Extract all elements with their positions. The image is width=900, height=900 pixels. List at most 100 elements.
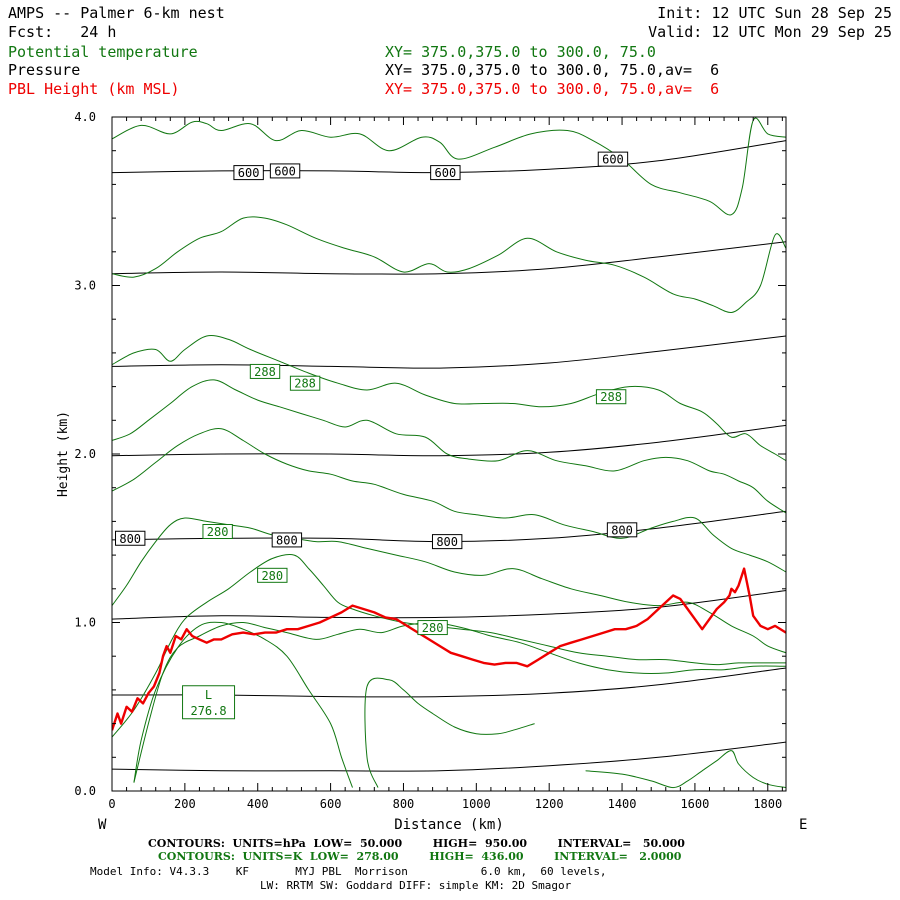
model-info: Model Info: V4.3.3 KF MYJ PBL Morrison 6… (90, 865, 607, 878)
isobar-label-box (233, 165, 264, 181)
y-tick-label: 4.0 (74, 110, 96, 124)
isobar-line-5 (112, 335, 786, 369)
model-title: AMPS -- Palmer 6-km nest (8, 4, 225, 22)
pressure-isobars (112, 140, 786, 772)
theta-contour-info: CONTOURS: UNITS=K LOW= 278.00 HIGH= 436.… (158, 850, 682, 863)
isobar-label-text: 600 (238, 166, 260, 180)
pbl-height-series (112, 567, 786, 731)
model-info-physics: LW: RRTM SW: Goddard DIFF: simple KM: 2D… (260, 879, 572, 892)
x-tick-label: 1600 (680, 797, 709, 811)
theta-low-label: L 276.8 (182, 685, 236, 720)
isobar-label-box (269, 163, 301, 179)
isotherm-label-text: 280 (207, 525, 229, 539)
isobar-label-text: 600 (274, 164, 296, 178)
isobar-label-text: 800 (276, 533, 298, 547)
x-tick-label: 1000 (462, 797, 491, 811)
isobar-label-text: 600 (435, 166, 457, 180)
isotherm-line-6 (112, 554, 786, 738)
isotherm-label-text: 288 (600, 390, 622, 404)
isobar-label-6: 800 (431, 534, 463, 550)
field-name-pbl: PBL Height (km MSL) (8, 80, 180, 98)
isotherm-label-1: 288 (289, 375, 321, 391)
x-tick-label: 400 (247, 797, 269, 811)
isotherm-label-box (257, 567, 288, 583)
field-xy-theta: XY= 375.0,375.0 to 300.0, 75.0 (385, 43, 656, 61)
isotherm-line-3 (112, 379, 786, 514)
y-tick-label: 3.0 (74, 279, 96, 293)
isobar-label-4: 800 (115, 530, 146, 546)
valid-time: Valid: 12 UTC Mon 29 Sep 25 (648, 23, 892, 41)
isobar-label-2: 600 (430, 165, 461, 181)
isobar-label-3: 600 (597, 151, 629, 167)
x-axis-label: Distance (km) (394, 817, 504, 833)
y-axis-label: Height (km) (56, 411, 71, 497)
theta-low-letter: L (205, 688, 212, 702)
isobar-label-0: 600 (233, 165, 264, 181)
pbl-height-line (112, 567, 786, 731)
isobar-label-7: 800 (606, 522, 638, 538)
isotherm-label-3: 280 (202, 524, 233, 540)
isobar-label-box (597, 151, 629, 167)
isobar-label-text: 600 (602, 153, 624, 167)
isotherm-label-text: 280 (261, 569, 283, 583)
x-tick-label: 1400 (608, 797, 637, 811)
x-tick-label: 200 (174, 797, 196, 811)
isotherm-line-2 (112, 335, 786, 462)
x-tick-label: 1200 (535, 797, 564, 811)
isobar-label-5: 800 (271, 532, 303, 548)
isobar-line-6 (112, 241, 786, 275)
isobar-label-text: 800 (436, 535, 458, 549)
x-tick-label: 800 (393, 797, 415, 811)
isotherm-line-1 (112, 216, 786, 314)
isotherm-line-0 (112, 117, 786, 216)
isotherm-line-9 (364, 677, 535, 788)
contour-labels: 600 600 600 600 800 800 800 800 288 288 288 280 280 2… (115, 151, 638, 720)
isobar-label-1: 600 (269, 163, 301, 179)
x-tick-label: 600 (320, 797, 342, 811)
isotherm-line-7 (133, 621, 786, 783)
isobar-label-box (430, 165, 461, 181)
field-name-pressure: Pressure (8, 61, 81, 79)
plot-frame (111, 116, 787, 792)
x-tick-label: 0 (108, 797, 115, 811)
west-end-label: W (98, 817, 107, 833)
isobar-line-0 (112, 741, 786, 772)
isotherm-label-text: 280 (422, 621, 444, 635)
isotherm-label-box (202, 524, 233, 540)
pressure-contour-info: CONTOURS: UNITS=hPa LOW= 50.000 HIGH= 95… (148, 837, 685, 850)
y-tick-label: 2.0 (74, 447, 96, 461)
isotherm-label-4: 280 (257, 567, 288, 583)
isotherm-label-box (417, 620, 448, 636)
field-xy-pbl: XY= 375.0,375.0 to 300.0, 75.0,av= 6 (385, 80, 720, 98)
isobar-label-text: 800 (119, 532, 141, 546)
isobar-label-box (606, 522, 638, 538)
field-xy-pressure: XY= 375.0,375.0 to 300.0, 75.0,av= 6 (385, 61, 720, 79)
isotherm-label-text: 288 (254, 365, 276, 379)
theta-low-box (182, 685, 236, 720)
y-tick-label: 1.0 (74, 616, 96, 630)
isobar-label-box (271, 532, 303, 548)
field-name-theta: Potential temperature (8, 43, 198, 61)
isotherm-line-5 (112, 517, 786, 654)
east-end-label: E (799, 817, 807, 833)
isotherm-label-box (289, 375, 321, 391)
isobar-line-4 (112, 424, 786, 457)
y-tick-label: 0.0 (74, 784, 96, 798)
isobar-label-text: 800 (611, 523, 633, 537)
init-time: Init: 12 UTC Sun 28 Sep 25 (657, 4, 892, 22)
isotherm-label-text: 288 (294, 377, 316, 391)
isobar-label-box (431, 534, 463, 550)
forecast-hour: Fcst: 24 h (8, 23, 117, 41)
theta-low-value: 276.8 (190, 704, 226, 718)
isotherm-label-box (595, 389, 627, 405)
x-tick-label: 1800 (753, 797, 782, 811)
isotherm-line-10 (585, 750, 786, 789)
isotherm-label-5: 280 (417, 620, 448, 636)
isotherm-line-8 (133, 621, 353, 788)
isotherm-line-4 (112, 427, 786, 573)
isobar-label-box (115, 530, 146, 546)
isotherm-label-0: 288 (249, 363, 281, 379)
plot-axes: 0 200 400 600 800 1000 1200 1400 1600 1800 0.0 1.0 2… (74, 110, 786, 811)
isotherm-label-box (249, 363, 281, 379)
